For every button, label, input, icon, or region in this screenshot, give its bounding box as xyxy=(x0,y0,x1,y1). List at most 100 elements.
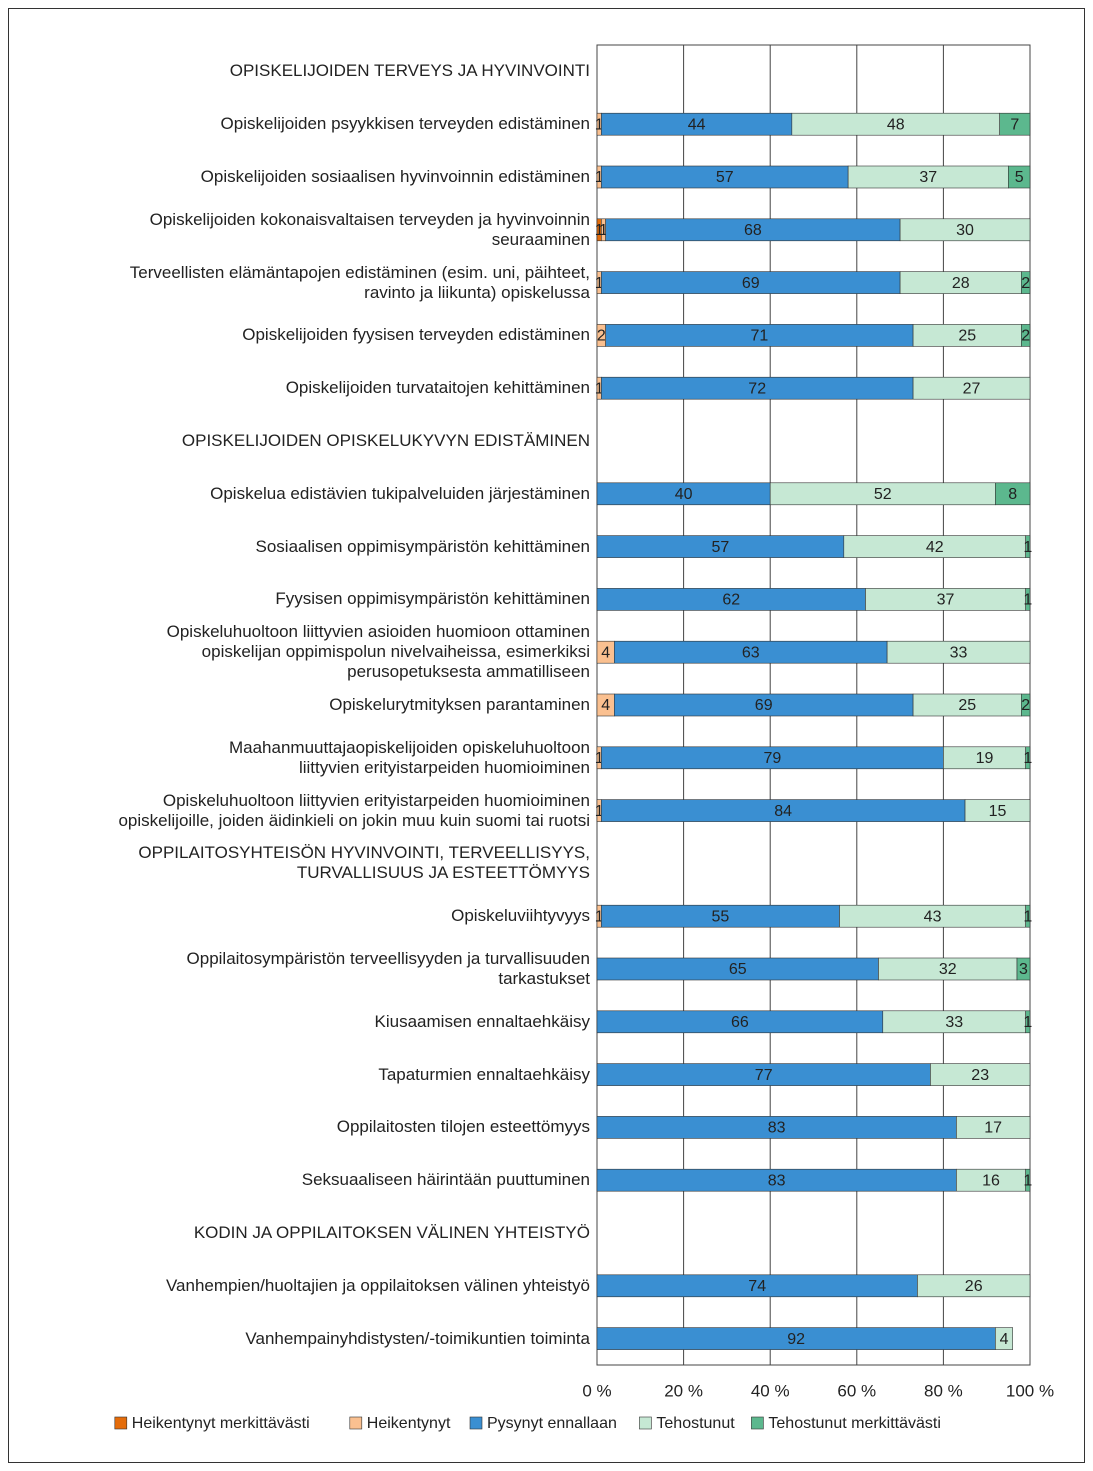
y-tick-label: Opiskelijoiden turvataitojen kehittämine… xyxy=(285,378,590,398)
y-tick-label: Oppilaitosympäristön terveellisyyden ja … xyxy=(186,949,590,988)
legend-label: Tehostunut merkittävästi xyxy=(768,1415,941,1432)
data-label: 1 xyxy=(595,116,604,133)
data-label: 1 xyxy=(1023,750,1032,767)
data-label: 33 xyxy=(945,1014,963,1031)
legend-label: Pysynyt ennallaan xyxy=(487,1415,617,1432)
data-label: 55 xyxy=(712,908,730,925)
data-label: 4 xyxy=(601,644,610,661)
data-label: 83 xyxy=(768,1120,786,1137)
y-tick-label: Opiskelua edistävien tukipalveluiden jär… xyxy=(210,483,590,503)
data-label: 79 xyxy=(763,750,781,767)
bar-segment xyxy=(930,1063,1031,1086)
data-label: 65 xyxy=(729,961,747,978)
y-tick-label: Opiskelijoiden sosiaalisen hyvinvoinnin … xyxy=(200,167,590,186)
bar-segment xyxy=(964,799,1031,822)
bar-segment xyxy=(1025,1010,1031,1034)
data-label: 16 xyxy=(982,1172,1000,1189)
legend-label: Tehostunut xyxy=(656,1415,735,1432)
data-label: 92 xyxy=(787,1331,805,1348)
bar-segment xyxy=(1025,588,1031,611)
bar-segment xyxy=(1016,957,1031,981)
bar-segment xyxy=(912,376,1031,400)
y-tick-label: Opiskeluhuoltoon liittyvien asioiden huo… xyxy=(166,622,590,682)
data-label: 48 xyxy=(887,116,905,133)
legend-swatch xyxy=(751,1416,764,1430)
x-tick-label: 80 % xyxy=(924,1381,963,1400)
data-label: 5 xyxy=(1015,169,1024,186)
bar-segment xyxy=(886,640,1031,664)
data-label: 7 xyxy=(1010,116,1019,133)
y-tick-label: Fyysisen oppimisympäristön kehittäminen xyxy=(275,589,590,609)
data-label: 27 xyxy=(963,380,981,397)
data-label: 1 xyxy=(1023,1014,1032,1031)
data-label: 71 xyxy=(750,328,768,345)
frame xyxy=(8,8,1085,1463)
bar-segment xyxy=(1021,324,1031,347)
data-label: 40 xyxy=(675,486,693,503)
bar-segment xyxy=(899,218,1031,242)
data-label: 8 xyxy=(1008,486,1017,503)
bar-segment xyxy=(999,112,1031,136)
data-label: 1 xyxy=(599,222,608,239)
data-label: 52 xyxy=(874,486,892,503)
data-label: 1 xyxy=(595,750,604,767)
y-tick-label: Tapaturmien ennaltaehkäisy xyxy=(378,1064,590,1084)
data-label: 62 xyxy=(722,592,740,609)
data-label: 1 xyxy=(595,380,604,397)
y-tick-label: Opiskelurytmityksen parantaminen xyxy=(329,695,590,714)
data-label: 32 xyxy=(939,961,957,978)
y-tick-label: Opiskeluviihtyvyys xyxy=(451,906,590,926)
y-tick-label: Vanhempainyhdistysten/-toimikuntien toim… xyxy=(245,1328,590,1348)
data-label: 25 xyxy=(958,697,976,714)
data-label: 1 xyxy=(1023,908,1032,925)
data-label: 44 xyxy=(688,116,706,133)
y-tick-label: OPISKELIJOIDEN TERVEYS JA HYVINVOINTI xyxy=(229,61,590,81)
x-tick-label: 20 % xyxy=(664,1381,703,1400)
data-label: 15 xyxy=(989,803,1007,820)
y-tick-label: Terveellisten elämäntapojen edistäminen … xyxy=(129,262,590,302)
bar-segment xyxy=(1021,693,1031,717)
data-label: 2 xyxy=(1021,697,1030,714)
x-tick-label: 40 % xyxy=(751,1381,790,1400)
data-label: 2 xyxy=(1021,328,1030,345)
legend-label: Heikentynyt merkittävästi xyxy=(132,1415,310,1432)
bar-segment xyxy=(1021,271,1031,294)
data-label: 57 xyxy=(716,169,734,186)
data-label: 4 xyxy=(1000,1331,1009,1348)
data-label: 17 xyxy=(984,1120,1002,1137)
data-label: 69 xyxy=(742,275,760,292)
y-tick-label: Sosiaalisen oppimisympäristön kehittämin… xyxy=(255,536,591,556)
bar-segment xyxy=(1025,535,1031,558)
data-label: 1 xyxy=(1023,539,1032,556)
data-label: 19 xyxy=(976,750,994,767)
legend-swatch xyxy=(469,1416,483,1430)
data-label: 42 xyxy=(926,539,944,556)
data-label: 43 xyxy=(924,908,942,925)
y-tick-label: OPISKELIJOIDEN OPISKELUKYVYN EDISTÄMINEN xyxy=(181,431,590,450)
y-tick-label: Oppilaitosten tilojen esteettömyys xyxy=(336,1117,590,1137)
data-label: 77 xyxy=(755,1067,773,1084)
data-label: 1 xyxy=(595,169,604,186)
y-tick-label: Seksuaaliseen häirintään puuttuminen xyxy=(301,1170,590,1190)
bar-segment xyxy=(1025,1168,1031,1192)
data-label: 1 xyxy=(1023,592,1032,609)
data-label: 26 xyxy=(965,1278,983,1295)
y-tick-label: KODIN JA OPPILAITOKSEN VÄLINEN YHTEISTYÖ xyxy=(193,1223,590,1242)
data-label: 72 xyxy=(748,380,766,397)
y-tick-label: Opiskelijoiden kokonaisvaltaisen terveyd… xyxy=(149,209,590,249)
data-label: 74 xyxy=(748,1278,766,1295)
y-tick-label: OPPILAITOSYHTEISÖN HYVINVOINTI, TERVEELL… xyxy=(138,843,590,883)
x-tick-label: 60 % xyxy=(837,1381,876,1400)
y-tick-label: Vanhempien/huoltajien ja oppilaitoksen v… xyxy=(165,1275,590,1295)
legend-swatch xyxy=(349,1416,363,1430)
data-label: 63 xyxy=(742,644,760,661)
data-label: 69 xyxy=(755,697,773,714)
bar-segment xyxy=(956,1116,1031,1139)
bar-segment xyxy=(1008,165,1031,189)
x-tick-label: 0 % xyxy=(582,1381,611,1400)
data-label: 1 xyxy=(1023,1172,1032,1189)
data-label: 23 xyxy=(971,1067,989,1084)
data-label: 1 xyxy=(595,908,604,925)
